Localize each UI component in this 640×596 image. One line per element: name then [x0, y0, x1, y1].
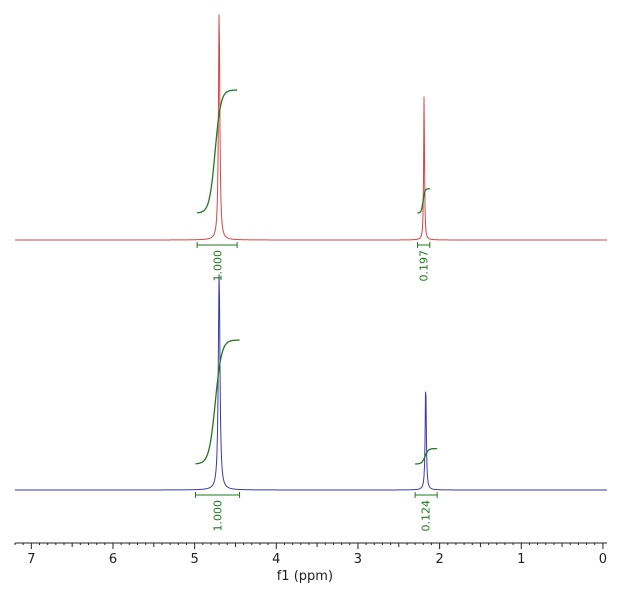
x-tick-label-0: 0 — [599, 552, 607, 567]
x-tick-label-6: 6 — [109, 552, 117, 567]
spectrum-trace-1 — [15, 14, 607, 241]
integrals-layer: 1.000 0.197 1.000 0.124 — [194, 89, 438, 532]
x-tick-label-5: 5 — [190, 552, 198, 567]
spectra-layer — [15, 14, 607, 491]
integral-value-label: 1.000 — [212, 250, 225, 282]
integral-value-label: 0.124 — [420, 500, 433, 532]
integral-curve-2-1 — [195, 339, 240, 465]
x-axis: 7 6 5 4 3 2 1 0 — [14, 542, 607, 567]
x-tick-label-2: 2 — [435, 552, 443, 567]
x-tick-label-7: 7 — [27, 552, 35, 567]
x-axis-title: f1 (ppm) — [277, 569, 333, 584]
integral-curve-2-2 — [415, 447, 438, 465]
integral-curve-1-1 — [197, 89, 238, 214]
integral-curve-1-2 — [417, 188, 430, 214]
integral-value-label: 0.197 — [417, 250, 430, 282]
x-tick-label-4: 4 — [272, 552, 280, 567]
spectrum-trace-2 — [15, 274, 607, 491]
x-tick-label-1: 1 — [517, 552, 525, 567]
integral-value-label: 1.000 — [212, 500, 225, 532]
x-tick-label-3: 3 — [354, 552, 362, 567]
